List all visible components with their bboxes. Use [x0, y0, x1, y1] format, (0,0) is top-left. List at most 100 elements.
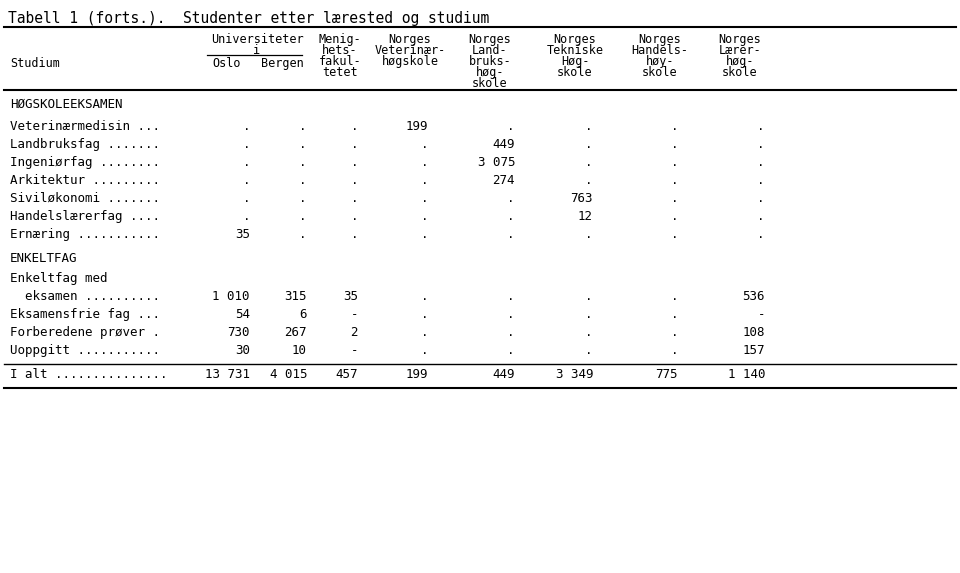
- Text: .: .: [586, 344, 593, 357]
- Text: .: .: [757, 138, 765, 151]
- Text: .: .: [508, 192, 515, 205]
- Text: .: .: [243, 156, 250, 169]
- Text: Norges: Norges: [719, 33, 761, 46]
- Text: .: .: [757, 228, 765, 241]
- Text: skole: skole: [472, 77, 508, 90]
- Text: .: .: [586, 228, 593, 241]
- Text: Arkitektur .........: Arkitektur .........: [10, 174, 160, 187]
- Text: -: -: [350, 344, 358, 357]
- Text: .: .: [350, 192, 358, 205]
- Text: .: .: [300, 120, 307, 133]
- Text: .: .: [350, 120, 358, 133]
- Text: .: .: [350, 228, 358, 241]
- Text: 267: 267: [284, 326, 307, 339]
- Text: .: .: [586, 290, 593, 303]
- Text: Norges: Norges: [389, 33, 431, 46]
- Text: i: i: [253, 44, 260, 57]
- Text: .: .: [300, 192, 307, 205]
- Text: .: .: [757, 174, 765, 187]
- Text: .: .: [243, 192, 250, 205]
- Text: 108: 108: [742, 326, 765, 339]
- Text: .: .: [757, 192, 765, 205]
- Text: 449: 449: [492, 138, 515, 151]
- Text: 10: 10: [292, 344, 307, 357]
- Text: .: .: [350, 210, 358, 223]
- Text: .: .: [586, 120, 593, 133]
- Text: .: .: [670, 138, 678, 151]
- Text: .: .: [350, 138, 358, 151]
- Text: Veterinær-: Veterinær-: [374, 44, 445, 57]
- Text: .: .: [670, 308, 678, 321]
- Text: HØGSKOLEEKSAMEN: HØGSKOLEEKSAMEN: [10, 98, 123, 111]
- Text: 199: 199: [405, 368, 428, 381]
- Text: .: .: [586, 326, 593, 339]
- Text: 449: 449: [492, 368, 515, 381]
- Text: .: .: [420, 210, 428, 223]
- Text: 274: 274: [492, 174, 515, 187]
- Text: 13 731: 13 731: [205, 368, 250, 381]
- Text: eksamen ..........: eksamen ..........: [10, 290, 160, 303]
- Text: 2: 2: [350, 326, 358, 339]
- Text: Handels-: Handels-: [632, 44, 688, 57]
- Text: 157: 157: [742, 344, 765, 357]
- Text: tetet: tetet: [323, 66, 358, 79]
- Text: høy-: høy-: [646, 55, 674, 68]
- Text: Siviløkonomi .......: Siviløkonomi .......: [10, 192, 160, 205]
- Text: .: .: [670, 210, 678, 223]
- Text: 1 140: 1 140: [728, 368, 765, 381]
- Text: Enkeltfag med: Enkeltfag med: [10, 272, 108, 285]
- Text: 536: 536: [742, 290, 765, 303]
- Text: I alt ...............: I alt ...............: [10, 368, 167, 381]
- Text: 30: 30: [235, 344, 250, 357]
- Text: Norges: Norges: [638, 33, 682, 46]
- Text: 3 349: 3 349: [556, 368, 593, 381]
- Text: .: .: [420, 156, 428, 169]
- Text: Menig-: Menig-: [319, 33, 361, 46]
- Text: ENKELTFAG: ENKELTFAG: [10, 252, 78, 265]
- Text: .: .: [508, 326, 515, 339]
- Text: 775: 775: [656, 368, 678, 381]
- Text: .: .: [420, 174, 428, 187]
- Text: .: .: [508, 120, 515, 133]
- Text: fakul-: fakul-: [319, 55, 361, 68]
- Text: Ingeniørfag ........: Ingeniørfag ........: [10, 156, 160, 169]
- Text: .: .: [243, 138, 250, 151]
- Text: .: .: [508, 210, 515, 223]
- Text: høg-: høg-: [726, 55, 755, 68]
- Text: Høg-: Høg-: [561, 55, 589, 68]
- Text: Forberedene prøver .: Forberedene prøver .: [10, 326, 160, 339]
- Text: Norges: Norges: [468, 33, 512, 46]
- Text: .: .: [350, 174, 358, 187]
- Text: Lærer-: Lærer-: [719, 44, 761, 57]
- Text: 730: 730: [228, 326, 250, 339]
- Text: .: .: [670, 192, 678, 205]
- Text: .: .: [508, 308, 515, 321]
- Text: 457: 457: [335, 368, 358, 381]
- Text: Universiteter: Universiteter: [210, 33, 303, 46]
- Text: Oslo: Oslo: [213, 57, 241, 70]
- Text: .: .: [757, 210, 765, 223]
- Text: Landbruksfag .......: Landbruksfag .......: [10, 138, 160, 151]
- Text: 35: 35: [343, 290, 358, 303]
- Text: .: .: [670, 290, 678, 303]
- Text: .: .: [586, 174, 593, 187]
- Text: 4 015: 4 015: [270, 368, 307, 381]
- Text: -: -: [350, 308, 358, 321]
- Text: .: .: [586, 308, 593, 321]
- Text: Bergen: Bergen: [260, 57, 303, 70]
- Text: 199: 199: [405, 120, 428, 133]
- Text: .: .: [508, 290, 515, 303]
- Text: .: .: [670, 326, 678, 339]
- Text: skole: skole: [642, 66, 678, 79]
- Text: 3 075: 3 075: [477, 156, 515, 169]
- Text: .: .: [757, 156, 765, 169]
- Text: Uoppgitt ...........: Uoppgitt ...........: [10, 344, 160, 357]
- Text: 54: 54: [235, 308, 250, 321]
- Text: 6: 6: [300, 308, 307, 321]
- Text: 763: 763: [570, 192, 593, 205]
- Text: .: .: [243, 120, 250, 133]
- Text: .: .: [670, 344, 678, 357]
- Text: .: .: [420, 344, 428, 357]
- Text: .: .: [508, 344, 515, 357]
- Text: .: .: [508, 228, 515, 241]
